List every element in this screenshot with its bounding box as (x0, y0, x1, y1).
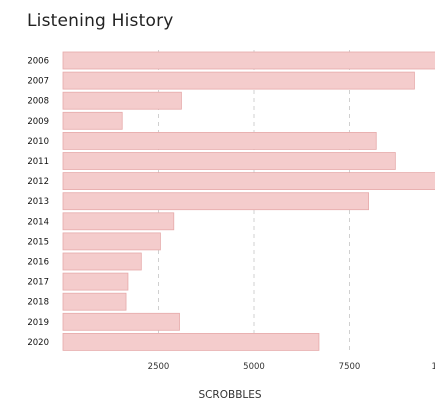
category-label-2014: 2014 (27, 217, 49, 227)
x-axis-title: SCROBBLES (198, 389, 261, 401)
category-label-2007: 2007 (27, 77, 49, 87)
bar-2007[interactable] (62, 71, 415, 90)
category-label-2016: 2016 (27, 258, 49, 268)
bar-2018[interactable] (62, 292, 127, 311)
category-label-2019: 2019 (27, 318, 49, 328)
bar-2008[interactable] (62, 91, 182, 110)
x-tick-label: 7500 (339, 362, 361, 372)
bar-2011[interactable] (62, 152, 396, 170)
chart-title: Listening History (27, 11, 174, 31)
category-label-2009: 2009 (27, 117, 49, 127)
bar-2016[interactable] (62, 252, 142, 271)
bar-2006[interactable] (62, 51, 435, 70)
bar-2019[interactable] (62, 312, 180, 331)
category-label-2017: 2017 (27, 278, 49, 288)
category-label-2008: 2008 (27, 97, 49, 107)
bar-2010[interactable] (62, 131, 377, 150)
bar-2017[interactable] (62, 272, 129, 291)
category-label-2018: 2018 (27, 298, 49, 308)
category-labels: 2006 2007 2008 2009 2010 2011 2012 2013 2014 2015… (27, 57, 49, 348)
bar-2009[interactable] (62, 111, 123, 130)
category-label-2012: 2012 (27, 177, 49, 187)
x-tick-label: 10000 (431, 362, 435, 372)
category-label-2006: 2006 (27, 57, 49, 67)
bar-2015[interactable] (62, 232, 161, 251)
x-tick-labels: 250050007500100001250015000175... (148, 362, 435, 372)
category-label-2013: 2013 (27, 197, 49, 207)
category-label-2020: 2020 (27, 338, 49, 348)
category-label-2015: 2015 (27, 237, 49, 247)
category-label-2010: 2010 (27, 137, 49, 147)
bar-layer (62, 51, 435, 351)
bar-2020[interactable] (62, 332, 320, 351)
x-tick-label: 2500 (148, 362, 170, 372)
category-label-2011: 2011 (27, 157, 49, 167)
bar-2012[interactable] (62, 172, 435, 191)
x-tick-label: 5000 (243, 362, 265, 372)
bar-2013[interactable] (62, 192, 370, 211)
bar-2014[interactable] (62, 212, 175, 231)
